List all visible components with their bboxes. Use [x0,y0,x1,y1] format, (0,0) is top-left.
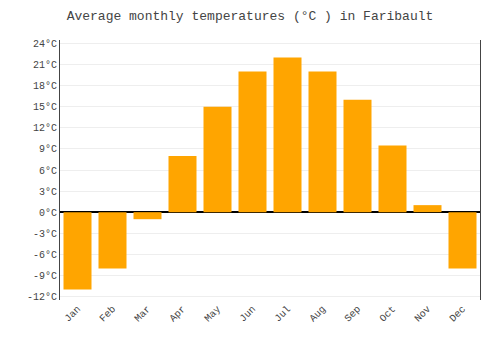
svg-text:Dec: Dec [448,304,469,325]
svg-text:24°C: 24°C [33,39,57,50]
svg-text:Jul: Jul [273,304,294,325]
svg-text:Feb: Feb [98,304,119,325]
svg-text:18°C: 18°C [33,81,57,92]
svg-text:Average monthly temperatures (: Average monthly temperatures (°C ) in Fa… [67,9,434,24]
svg-text:-3°C: -3°C [33,229,57,240]
svg-text:Aug: Aug [308,304,329,325]
svg-text:6°C: 6°C [39,166,57,177]
svg-text:-12°C: -12°C [27,292,57,303]
svg-text:Jan: Jan [63,304,84,325]
svg-text:0°C: 0°C [39,208,57,219]
svg-text:May: May [203,304,224,325]
svg-text:3°C: 3°C [39,187,57,198]
svg-text:15°C: 15°C [33,102,57,113]
svg-text:Sep: Sep [343,304,364,325]
svg-text:-9°C: -9°C [33,271,57,282]
svg-text:12°C: 12°C [33,123,57,134]
svg-text:Apr: Apr [168,304,189,325]
svg-text:Oct: Oct [378,304,399,325]
svg-text:9°C: 9°C [39,144,57,155]
svg-text:21°C: 21°C [33,60,57,71]
svg-text:Mar: Mar [133,304,154,325]
svg-text:Nov: Nov [413,304,434,325]
svg-text:-6°C: -6°C [33,250,57,261]
svg-text:Jun: Jun [238,304,259,325]
